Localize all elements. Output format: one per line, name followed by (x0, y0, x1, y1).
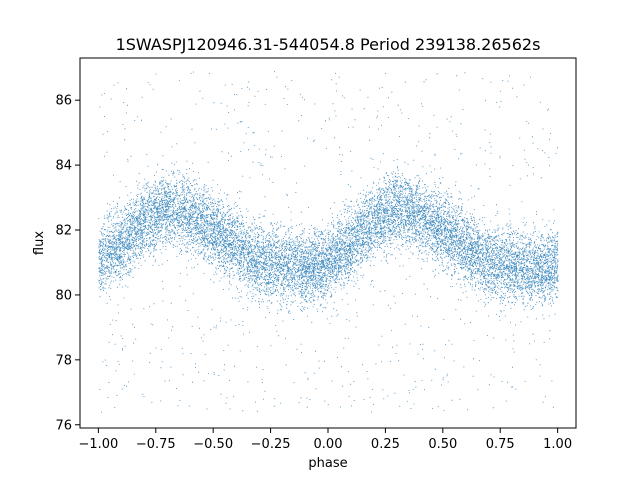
x-tick-label: −0.75 (136, 437, 176, 452)
x-tick-label: 0.75 (486, 437, 515, 452)
x-tick-label: 1.00 (543, 437, 572, 452)
x-tick-label: −0.25 (251, 437, 291, 452)
y-tick-label: 76 (55, 418, 72, 433)
y-tick-label: 84 (55, 159, 72, 174)
y-tick-label: 86 (55, 94, 72, 109)
x-tick-label: −0.50 (193, 437, 233, 452)
chart-title: 1SWASPJ120946.31-544054.8 Period 239138.… (116, 35, 541, 54)
y-axis-ticks: 76 78 80 82 84 86 (55, 94, 80, 433)
x-tick-label: 0.25 (371, 437, 400, 452)
x-tick-label: 0.50 (428, 437, 457, 452)
y-axis-label: flux (32, 231, 47, 255)
y-tick-label: 82 (55, 224, 72, 239)
y-tick-label: 80 (55, 288, 72, 303)
y-tick-label: 78 (55, 353, 72, 368)
x-tick-label: 0.00 (314, 437, 343, 452)
x-axis-ticks: −1.00 −0.75 −0.50 −0.25 0.00 0.25 0.50 0.75 1.00 (78, 428, 572, 452)
x-axis-label: phase (308, 456, 347, 471)
x-tick-label: −1.00 (78, 437, 118, 452)
